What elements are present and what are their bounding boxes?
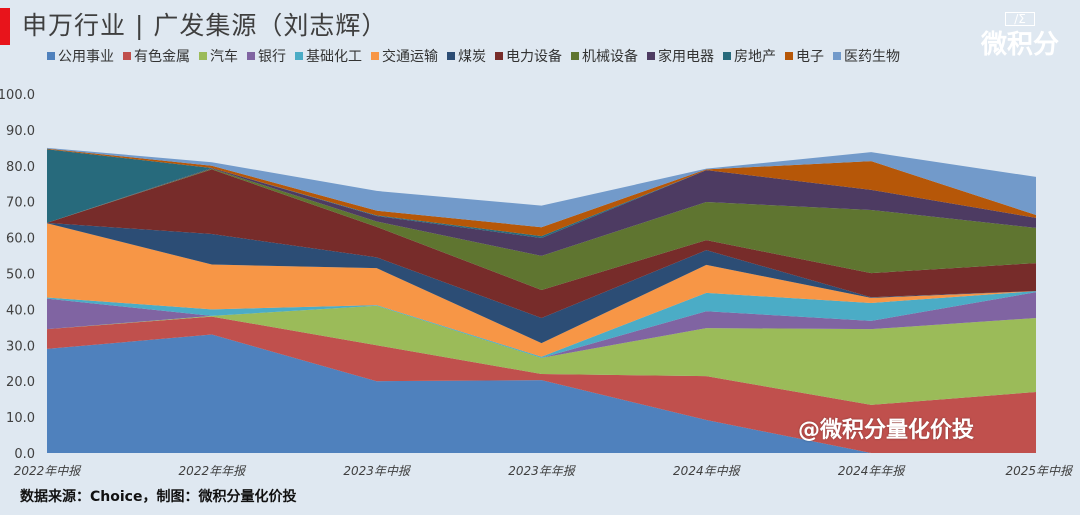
y-tick-label: 0.0 xyxy=(14,447,35,462)
title-accent-bar xyxy=(0,8,10,45)
area-汽车 xyxy=(47,305,1036,405)
legend-swatch xyxy=(295,52,303,60)
area-医药生物 xyxy=(47,147,1036,228)
area-基础化工 xyxy=(47,291,1036,358)
legend-swatch xyxy=(123,52,131,60)
x-tick-label: 2022年年报 xyxy=(179,464,248,478)
legend-swatch xyxy=(723,52,731,60)
x-tick-label: 2023年年报 xyxy=(508,464,577,478)
legend-item: 基础化工 xyxy=(295,46,362,66)
legend-item: 家用电器 xyxy=(647,46,714,66)
x-tick-label: 2024年中报 xyxy=(673,464,742,478)
area-公用事业 xyxy=(47,334,1036,453)
legend-item: 交通运输 xyxy=(371,46,438,66)
y-tick-label: 50.0 xyxy=(6,268,35,283)
legend-swatch xyxy=(495,52,503,60)
legend-label: 交通运输 xyxy=(382,49,438,65)
legend-swatch xyxy=(833,52,841,60)
legend-swatch xyxy=(371,52,379,60)
legend-item: 电子 xyxy=(785,46,824,66)
legend-label: 医药生物 xyxy=(844,49,900,65)
legend-label: 煤炭 xyxy=(458,49,486,65)
area-煤炭 xyxy=(47,222,1036,344)
y-tick-label: 70.0 xyxy=(6,196,35,211)
legend-label: 家用电器 xyxy=(658,49,714,65)
legend-item: 公用事业 xyxy=(47,46,114,66)
x-tick-label: 2022年中报 xyxy=(14,464,83,478)
source-note: 数据来源：Choice，制图：微积分量化价投 xyxy=(20,489,297,505)
legend-swatch xyxy=(785,52,793,60)
y-tick-label: 90.0 xyxy=(6,124,35,139)
area-交通运输 xyxy=(47,223,1036,357)
legend-swatch xyxy=(447,52,455,60)
watermark: @微积分量化价投 xyxy=(798,418,975,443)
legend-item: 机械设备 xyxy=(571,46,638,66)
area-电子 xyxy=(47,148,1036,237)
legend-item: 银行 xyxy=(247,46,286,66)
chart-title: 申万行业 | 广发集源（刘志辉） xyxy=(22,11,388,40)
legend-label: 电子 xyxy=(796,49,824,65)
logo-mark-icon: /Σ xyxy=(1005,12,1035,26)
y-tick-label: 20.0 xyxy=(6,375,35,390)
y-tick-label: 100.0 xyxy=(0,88,35,103)
legend-swatch xyxy=(647,52,655,60)
logo: /Σ 微积分 xyxy=(960,12,1080,74)
legend-swatch xyxy=(47,52,55,60)
legend: 公用事业 有色金属 汽车 银行 基础化工 交通运输 煤炭 电力设备 机械设备 家用电器 房地产 电子 医… xyxy=(47,46,900,66)
legend-label: 基础化工 xyxy=(306,49,362,65)
legend-item: 有色金属 xyxy=(123,46,190,66)
legend-item: 房地产 xyxy=(723,46,776,66)
y-tick-label: 10.0 xyxy=(6,411,35,426)
logo-text: 微积分 xyxy=(980,30,1059,60)
legend-label: 有色金属 xyxy=(134,49,190,65)
legend-swatch xyxy=(247,52,255,60)
legend-label: 电力设备 xyxy=(506,49,562,65)
y-tick-label: 80.0 xyxy=(6,160,35,175)
x-tick-label: 2023年中报 xyxy=(343,464,412,478)
y-tick-label: 40.0 xyxy=(6,303,35,318)
x-tick-label: 2025年中报 xyxy=(1005,464,1074,478)
area-银行 xyxy=(47,292,1036,358)
area-有色金属 xyxy=(47,316,1036,453)
area-电力设备 xyxy=(47,169,1036,319)
legend-label: 汽车 xyxy=(210,49,238,65)
legend-label: 房地产 xyxy=(734,49,776,65)
x-tick-label: 2024年年报 xyxy=(838,464,907,478)
y-tick-label: 30.0 xyxy=(6,339,35,354)
legend-item: 汽车 xyxy=(199,46,238,66)
legend-item: 煤炭 xyxy=(447,46,486,66)
legend-item: 电力设备 xyxy=(495,46,562,66)
legend-swatch xyxy=(199,52,207,60)
legend-label: 公用事业 xyxy=(58,49,114,65)
legend-item: 医药生物 xyxy=(833,46,900,66)
area-家用电器 xyxy=(47,167,1036,256)
legend-swatch xyxy=(571,52,579,60)
y-tick-label: 60.0 xyxy=(6,232,35,247)
area-机械设备 xyxy=(47,168,1036,291)
legend-label: 银行 xyxy=(258,49,286,65)
legend-label: 机械设备 xyxy=(582,49,638,65)
